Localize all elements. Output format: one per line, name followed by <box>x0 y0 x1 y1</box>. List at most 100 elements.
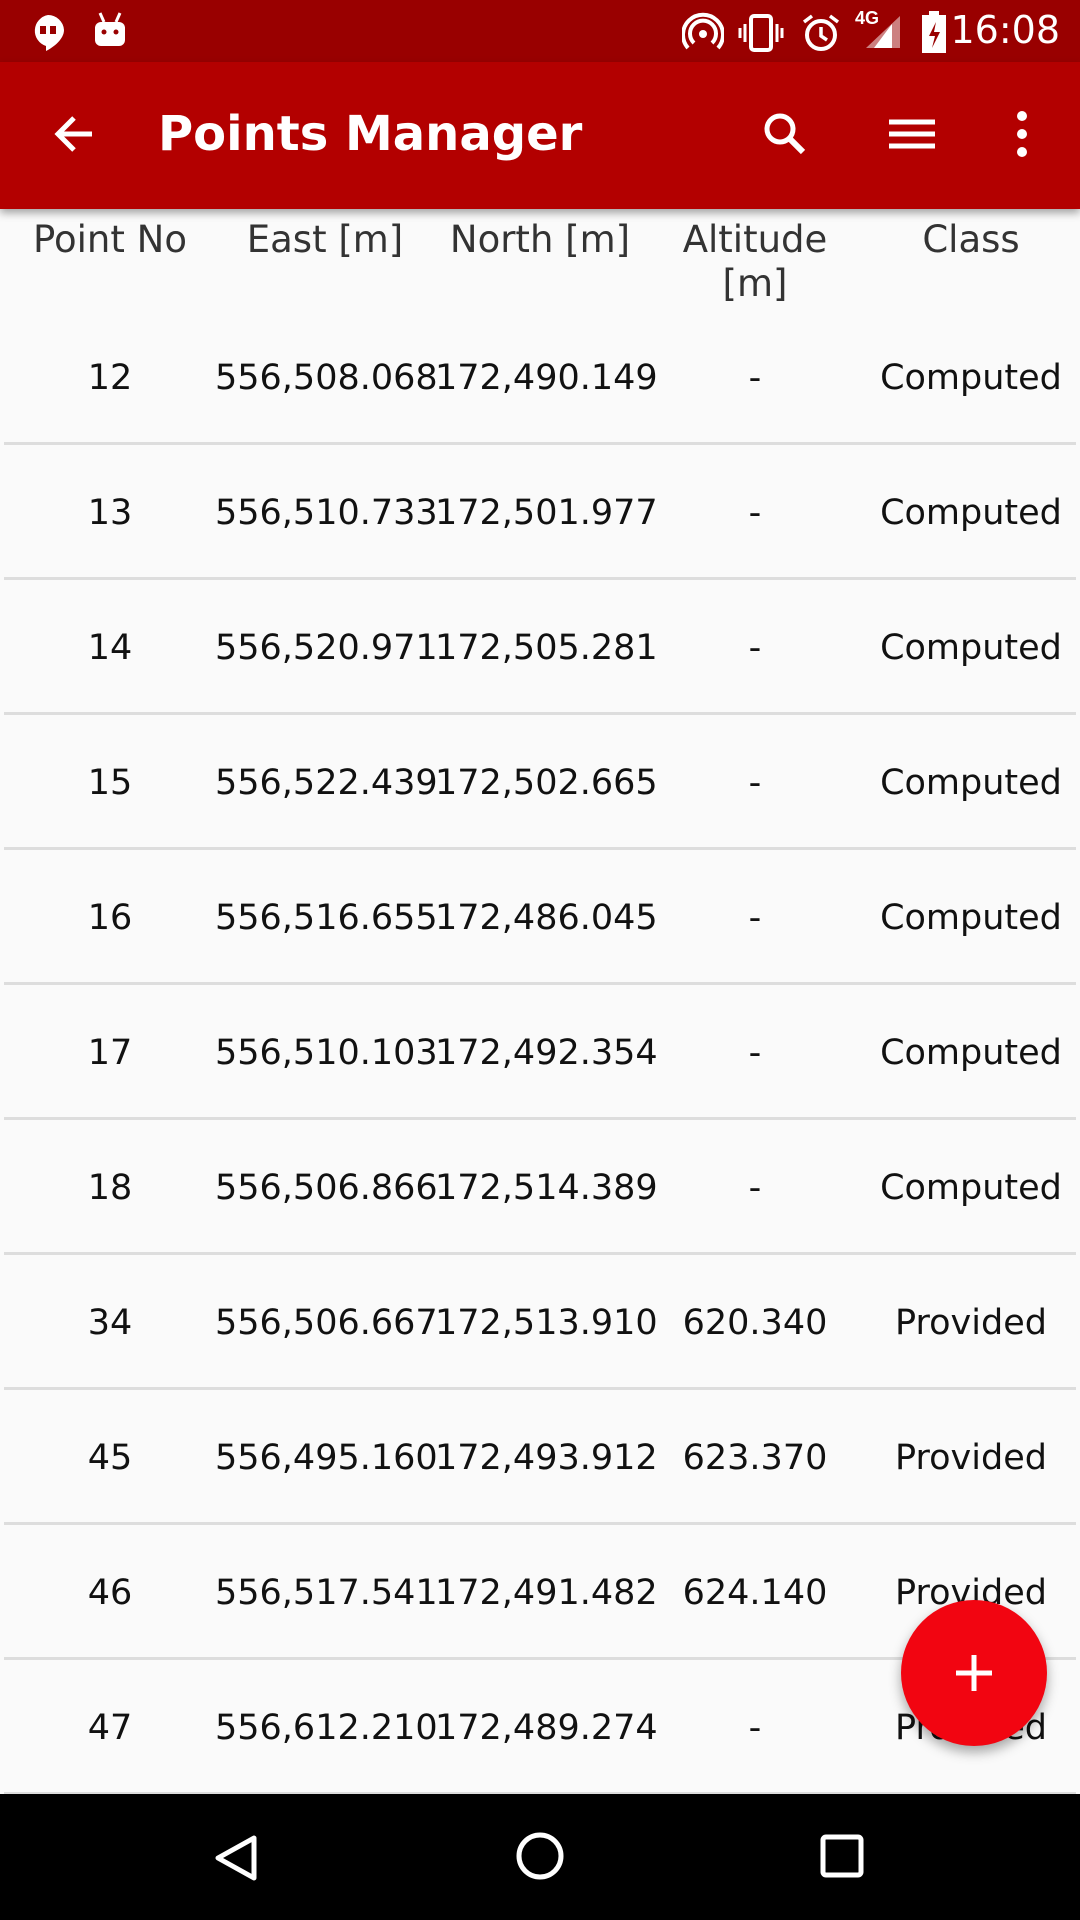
cell-point-no: 46 <box>87 1573 133 1613</box>
row-divider <box>4 1792 1076 1795</box>
status-time: 16:08 <box>950 8 1060 52</box>
menu-lines-icon[interactable] <box>884 106 940 162</box>
cell-east: 556,516.655 <box>215 898 438 938</box>
table-row[interactable]: 14 556,520.971 172,505.281 - Computed <box>0 580 1080 715</box>
row-divider <box>4 712 1076 715</box>
cell-altitude: - <box>748 898 762 938</box>
hangouts-icon <box>34 14 64 51</box>
alarm-icon <box>802 14 840 51</box>
table-row[interactable]: 17 556,510.103 172,492.354 - Computed <box>0 985 1080 1120</box>
row-divider <box>4 1387 1076 1390</box>
android-icon <box>95 12 125 46</box>
cell-east: 556,612.210 <box>215 1708 438 1748</box>
cell-east: 556,510.103 <box>215 1033 438 1073</box>
back-arrow-icon[interactable] <box>46 106 102 162</box>
status-bar: 4G 16:08 <box>0 0 1080 62</box>
row-divider <box>4 1252 1076 1255</box>
cell-class: Provided <box>895 1303 1047 1343</box>
add-point-button[interactable] <box>901 1600 1047 1746</box>
row-divider <box>4 1522 1076 1525</box>
table-row[interactable]: 34 556,506.667 172,513.910 620.340 Provided <box>0 1255 1080 1390</box>
header-north[interactable]: North [m] <box>449 218 631 261</box>
cell-north: 172,489.274 <box>435 1708 658 1748</box>
plus-icon <box>956 1655 992 1691</box>
cell-altitude: 623.370 <box>682 1438 828 1478</box>
cell-point-no: 12 <box>87 358 133 398</box>
table-row[interactable]: 16 556,516.655 172,486.045 - Computed <box>0 850 1080 985</box>
header-point-no[interactable]: Point No <box>33 218 187 261</box>
table-row[interactable]: 46 556,517.541 172,491.482 624.140 Provided <box>0 1525 1080 1660</box>
cell-north: 172,492.354 <box>435 1033 658 1073</box>
cell-class: Provided <box>895 1438 1047 1478</box>
header-class[interactable]: Class <box>922 218 1020 261</box>
cell-east: 556,510.733 <box>215 493 438 533</box>
cell-altitude: - <box>748 628 762 668</box>
cell-point-no: 47 <box>87 1708 133 1748</box>
cell-east: 556,520.971 <box>215 628 438 668</box>
cell-east: 556,506.866 <box>215 1168 438 1208</box>
cell-north: 172,505.281 <box>435 628 658 668</box>
page-title: Points Manager <box>158 106 583 162</box>
header-altitude[interactable]: Altitude [m] <box>682 218 828 305</box>
cell-class: Computed <box>880 358 1062 398</box>
cell-altitude: - <box>748 1708 762 1748</box>
cell-point-no: 17 <box>87 1033 133 1073</box>
more-vert-icon[interactable] <box>994 106 1050 162</box>
cell-altitude: - <box>748 358 762 398</box>
cell-point-no: 45 <box>87 1438 133 1478</box>
table-row[interactable]: 12 556,508.068 172,490.149 - Computed <box>0 310 1080 445</box>
row-divider <box>4 982 1076 985</box>
cell-point-no: 15 <box>87 763 133 803</box>
cell-north: 172,501.977 <box>435 493 658 533</box>
cell-east: 556,508.068 <box>215 358 438 398</box>
search-icon[interactable] <box>757 106 813 162</box>
cell-east: 556,495.160 <box>215 1438 438 1478</box>
cell-point-no: 14 <box>87 628 133 668</box>
cell-north: 172,514.389 <box>435 1168 658 1208</box>
cell-class: Computed <box>880 898 1062 938</box>
cell-east: 556,522.439 <box>215 763 438 803</box>
vibrate-icon <box>738 14 784 52</box>
navigation-bar <box>0 1794 1080 1920</box>
table-row[interactable]: 45 556,495.160 172,493.912 623.370 Provided <box>0 1390 1080 1525</box>
cell-point-no: 34 <box>87 1303 133 1343</box>
row-divider <box>4 847 1076 850</box>
network-type: 4G <box>855 8 880 28</box>
header-east[interactable]: East [m] <box>246 218 404 261</box>
cell-class: Computed <box>880 1033 1062 1073</box>
recents-square-icon[interactable] <box>818 1832 866 1880</box>
battery-charging-icon <box>922 11 946 53</box>
cell-altitude: - <box>748 763 762 803</box>
cell-class: Computed <box>880 628 1062 668</box>
row-divider <box>4 1117 1076 1120</box>
hotspot-icon <box>682 12 724 50</box>
table-row[interactable]: 15 556,522.439 172,502.665 - Computed <box>0 715 1080 850</box>
cell-north: 172,513.910 <box>435 1303 658 1343</box>
cell-point-no: 13 <box>87 493 133 533</box>
table-row[interactable]: 13 556,510.733 172,501.977 - Computed <box>0 445 1080 580</box>
cell-north: 172,486.045 <box>435 898 658 938</box>
cell-class: Computed <box>880 763 1062 803</box>
cell-point-no: 18 <box>87 1168 133 1208</box>
back-triangle-icon[interactable] <box>210 1832 262 1884</box>
cell-class: Computed <box>880 1168 1062 1208</box>
cell-north: 172,502.665 <box>435 763 658 803</box>
cell-altitude: - <box>748 493 762 533</box>
cell-point-no: 16 <box>87 898 133 938</box>
cell-east: 556,506.667 <box>215 1303 438 1343</box>
row-divider <box>4 1657 1076 1660</box>
cell-east: 556,517.541 <box>215 1573 438 1613</box>
row-divider <box>4 577 1076 580</box>
cell-north: 172,490.149 <box>435 358 658 398</box>
app-toolbar: Points Manager <box>0 62 1080 209</box>
cell-north: 172,493.912 <box>435 1438 658 1478</box>
cell-class: Computed <box>880 493 1062 533</box>
home-circle-icon[interactable] <box>514 1830 566 1882</box>
cell-north: 172,491.482 <box>435 1573 658 1613</box>
table-row[interactable]: 18 556,506.866 172,514.389 - Computed <box>0 1120 1080 1255</box>
cell-altitude: 620.340 <box>682 1303 828 1343</box>
cell-altitude: 624.140 <box>682 1573 828 1613</box>
cell-altitude: - <box>748 1033 762 1073</box>
signal-icon <box>866 16 900 48</box>
table-header: Point No East [m] North [m] Altitude [m]… <box>0 218 1080 318</box>
